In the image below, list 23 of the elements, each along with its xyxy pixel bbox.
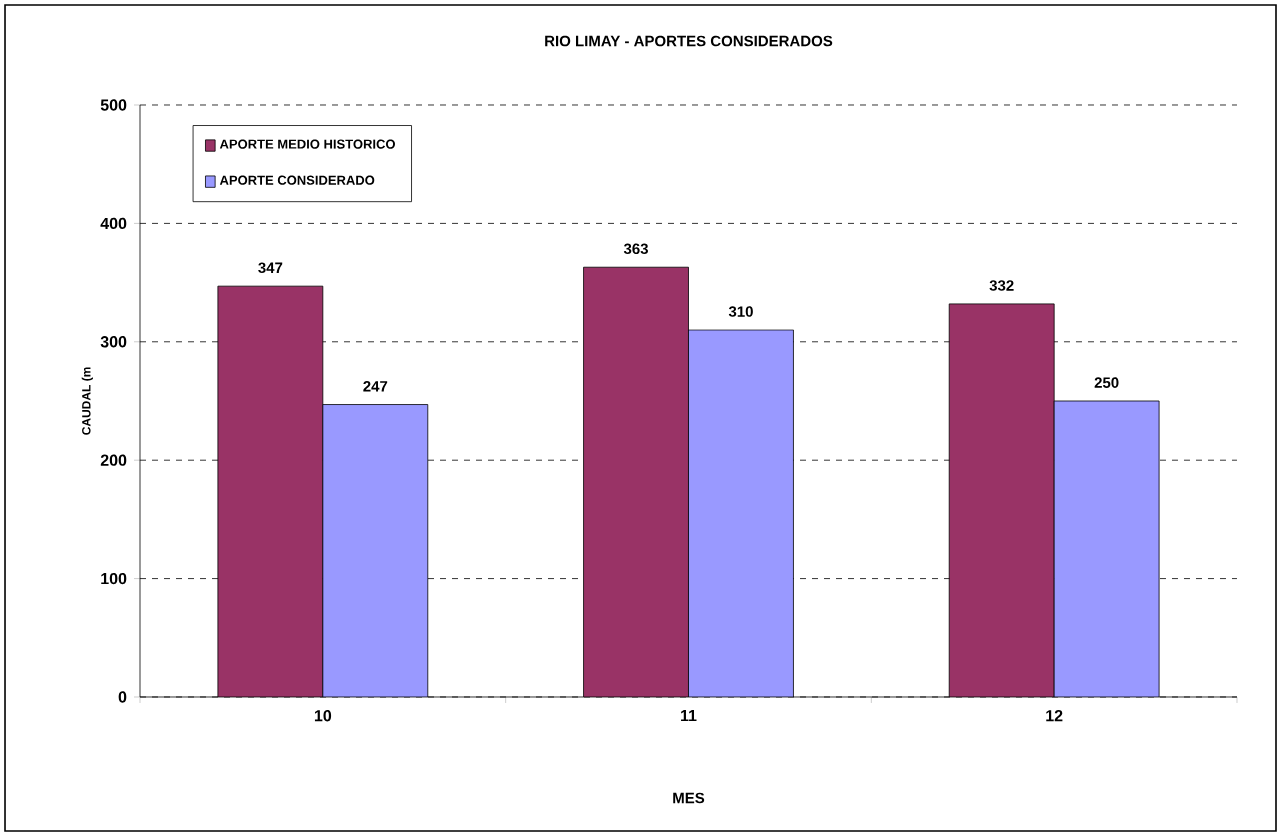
y-tick-label: 200 [100,454,127,466]
x-axis-title: MES [673,792,705,804]
y-tick-label: 0 [118,691,127,703]
x-tick-label: 12 [1046,710,1063,722]
data-label: 250 [1094,377,1119,388]
bar [583,267,689,697]
y-tick-label: 500 [100,99,127,111]
y-axis-title: CAUDAL (m [81,367,93,435]
bar [217,286,323,697]
data-label: 347 [258,262,283,274]
data-label: 363 [623,243,648,255]
chart-title: RIO LIMAY - APORTES CONSIDERADOS [545,35,833,47]
y-tick-label: 400 [100,217,127,230]
legend-label: APORTE MEDIO HISTORICO [219,139,395,149]
x-tick-label: 11 [681,710,697,722]
y-tick-label: 100 [101,572,127,585]
data-label: 310 [728,306,753,317]
data-label: 247 [363,381,388,392]
y-tick-label: 300 [100,336,127,348]
legend-label: APORTE CONSIDERADO [219,175,375,185]
bar [948,303,1055,697]
data-label: 332 [989,280,1014,291]
x-tick-label: 10 [314,710,332,722]
